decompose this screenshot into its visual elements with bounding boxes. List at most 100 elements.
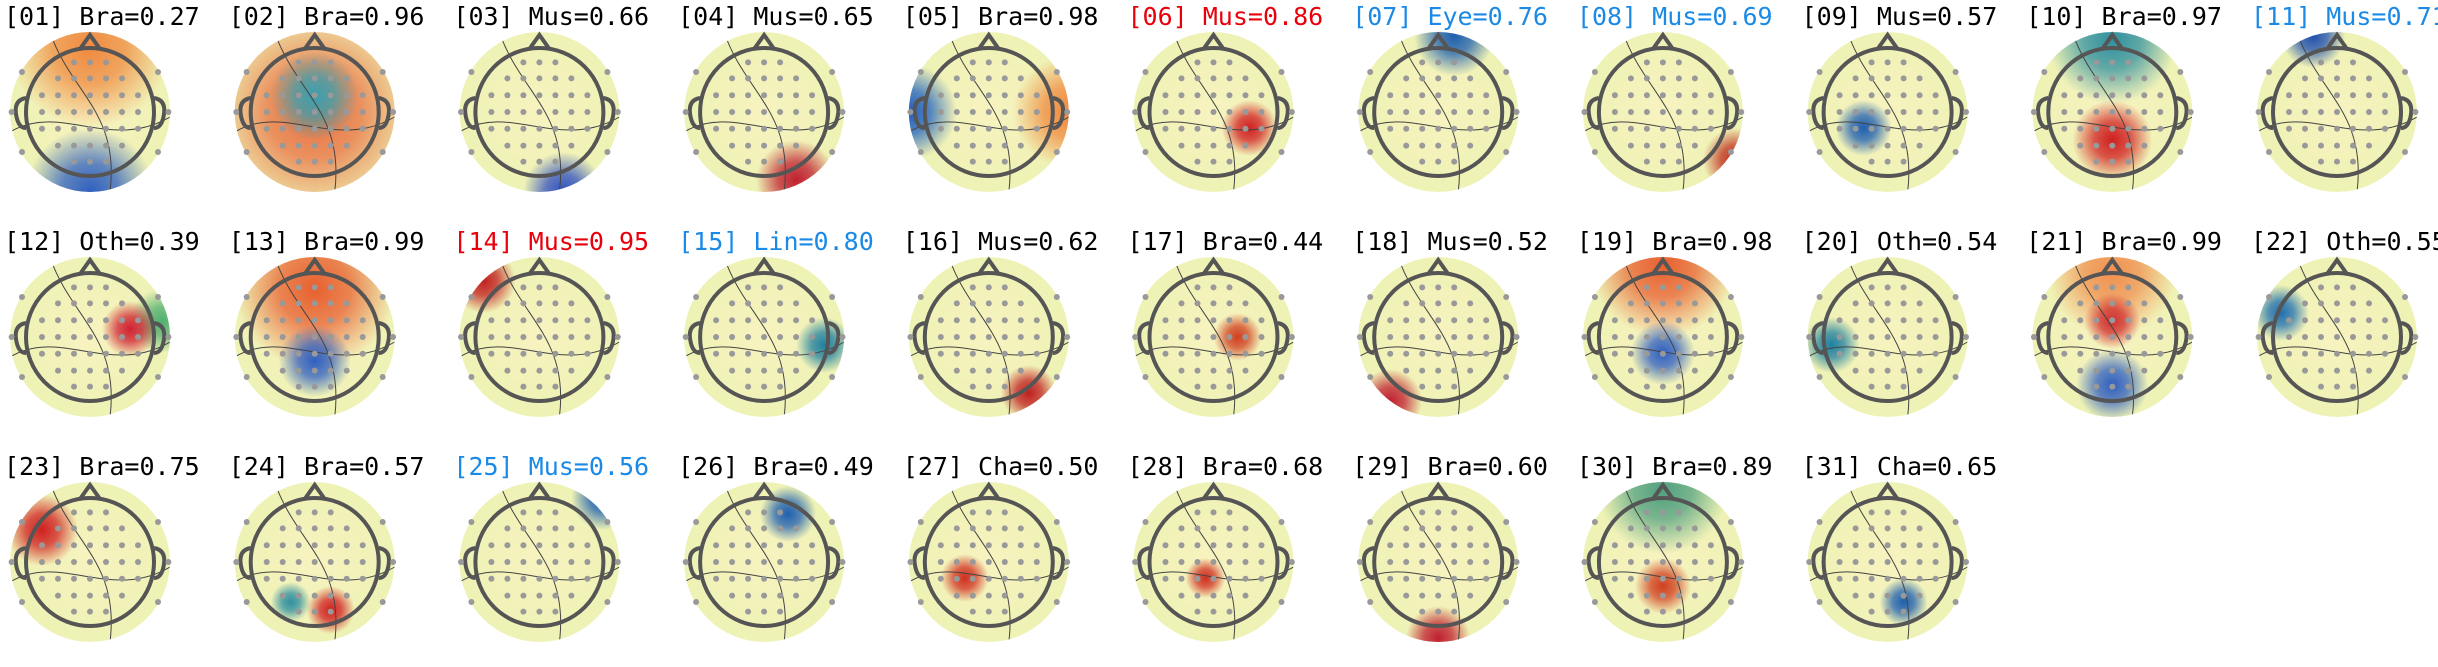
component-title: [07] Eye=0.76	[1352, 2, 1548, 31]
electrode	[536, 300, 543, 307]
electrode	[2350, 92, 2356, 99]
head-outline	[2046, 271, 2179, 403]
electrode	[2187, 334, 2194, 340]
electrode	[2061, 125, 2068, 132]
electrode	[2125, 125, 2132, 132]
electrode	[1001, 158, 1008, 165]
electrode	[1419, 300, 1426, 307]
head-outline	[922, 46, 1055, 178]
electrode	[2334, 350, 2340, 357]
electrode	[119, 317, 125, 324]
electrode	[71, 350, 77, 357]
component: [08] Mus=0.69	[1577, 2, 1773, 192]
electrode	[1033, 334, 1040, 340]
electrode	[2350, 142, 2356, 149]
left-ear	[1811, 546, 1825, 580]
electrode	[1017, 367, 1024, 374]
electrode	[55, 542, 61, 549]
electrode	[504, 300, 511, 307]
electrode	[1001, 75, 1008, 82]
electrode	[1643, 284, 1650, 291]
electrode	[1226, 367, 1233, 374]
electrode	[1194, 509, 1201, 516]
electrode	[2157, 350, 2164, 357]
electrode	[1932, 350, 1939, 357]
electrode	[2093, 158, 2100, 165]
head-outline	[2046, 46, 2179, 178]
electrode	[504, 367, 511, 374]
electrode	[359, 542, 366, 549]
electrode	[520, 334, 527, 340]
electrode	[55, 317, 61, 324]
electrode	[2266, 294, 2272, 300]
electrode	[1210, 109, 1217, 115]
electrode	[39, 350, 45, 357]
electrode	[1033, 92, 1040, 99]
nose	[2100, 256, 2124, 276]
electrode	[1435, 367, 1442, 374]
nose	[1651, 256, 1675, 276]
electrode	[1611, 92, 1618, 99]
electrode	[1435, 75, 1442, 82]
electrode	[1727, 374, 1734, 380]
electrode	[1403, 125, 1410, 132]
electrode	[1226, 383, 1233, 390]
electrode	[1403, 317, 1410, 324]
electrode	[1611, 125, 1618, 132]
electrode	[2412, 109, 2419, 115]
contour	[49, 32, 112, 192]
electrode	[1916, 92, 1923, 99]
electrode	[55, 75, 61, 82]
electrode	[155, 599, 161, 605]
electrode	[729, 542, 736, 549]
electrode	[1419, 367, 1426, 374]
electrode	[1868, 542, 1875, 549]
electrode	[119, 75, 125, 82]
electrode	[1900, 334, 1907, 340]
electrode	[1467, 592, 1474, 599]
electrode	[1467, 367, 1474, 374]
electrode	[1451, 525, 1458, 532]
electrode	[1226, 317, 1233, 324]
component: [19] Bra=0.98	[1577, 227, 1773, 417]
electrode	[1852, 75, 1859, 82]
electrode	[1727, 294, 1734, 300]
electrode	[327, 575, 334, 582]
electrode	[1435, 542, 1442, 549]
electrode	[1852, 92, 1859, 99]
electrode	[1451, 317, 1458, 324]
electrode	[103, 350, 109, 357]
electrode	[985, 559, 992, 565]
electrode	[2366, 317, 2372, 324]
electrode	[103, 334, 109, 340]
electrode	[985, 509, 992, 516]
electrode	[969, 284, 976, 291]
component-title: [06] Mus=0.86	[1128, 2, 1324, 31]
electrode	[1226, 158, 1233, 165]
electrode	[1916, 109, 1923, 115]
electrode	[1900, 75, 1907, 82]
electrode	[777, 317, 784, 324]
electrode	[1001, 509, 1008, 516]
electrode	[1916, 367, 1923, 374]
electrode	[2093, 142, 2100, 149]
electrode	[1132, 109, 1139, 115]
contour	[498, 257, 562, 417]
electrode	[829, 149, 836, 155]
electrode	[953, 75, 960, 82]
contour	[1622, 257, 1685, 417]
left-ear	[463, 96, 476, 130]
electrode	[327, 525, 334, 532]
electrode	[2125, 317, 2132, 324]
electrode	[761, 559, 768, 565]
electrode	[1852, 334, 1859, 340]
electrode	[55, 300, 61, 307]
electrode	[1675, 75, 1682, 82]
electrode	[2318, 59, 2324, 66]
electrode	[1952, 374, 1959, 380]
right-ear	[378, 321, 391, 355]
electrode	[2157, 92, 2164, 99]
electrode	[1952, 149, 1959, 155]
electrode	[2093, 300, 2100, 307]
electrode	[1691, 109, 1698, 115]
